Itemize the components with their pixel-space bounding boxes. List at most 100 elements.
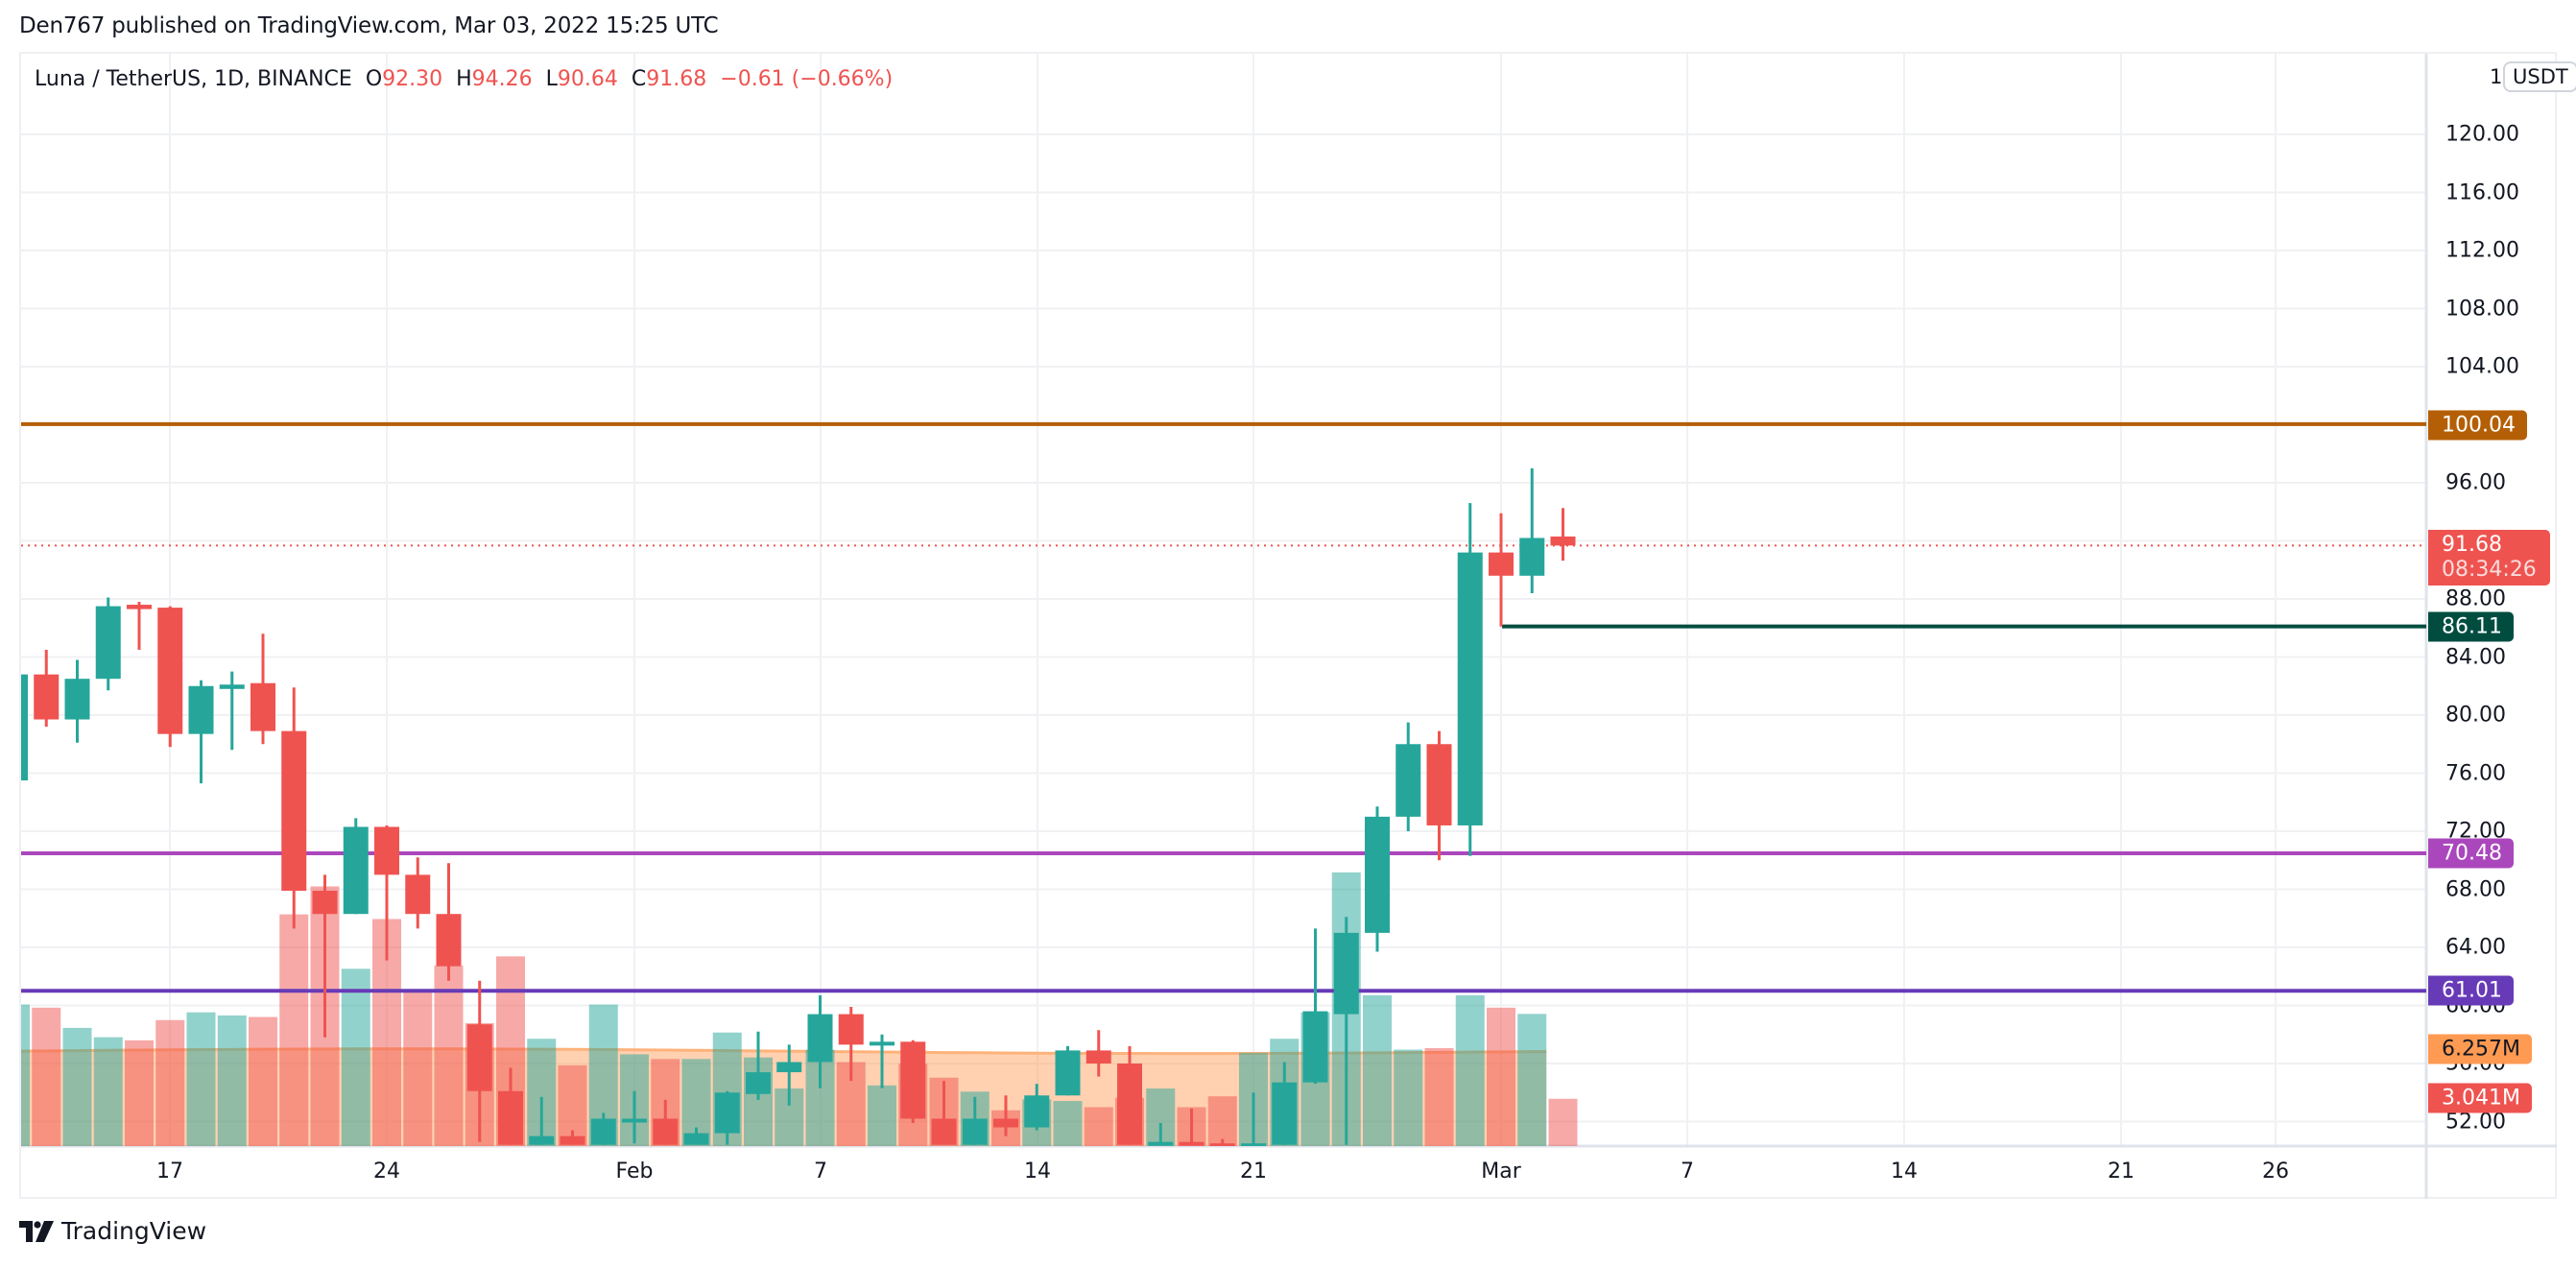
candle: [188, 685, 214, 734]
price-tick: 64.00: [2445, 935, 2506, 960]
price-tick: 80.00: [2445, 703, 2506, 728]
volume-bar: [32, 1007, 61, 1146]
candle: [374, 826, 399, 875]
volume-bar: [217, 1015, 247, 1146]
candle: [466, 1024, 492, 1091]
candle: [219, 684, 245, 689]
candle: [1302, 1011, 1328, 1083]
volume-bar: [1363, 994, 1392, 1146]
close-value: 91.68: [646, 67, 707, 91]
price-tick: 108.00: [2445, 297, 2519, 321]
level-61-tag: 61.01: [2428, 975, 2514, 1006]
volume-bar: [279, 914, 309, 1146]
candle: [1519, 538, 1545, 576]
price-tick: 88.00: [2445, 586, 2506, 611]
volume-ma-tag: 6.257M: [2428, 1034, 2532, 1064]
candle: [931, 1118, 957, 1145]
time-tick: 14: [1024, 1159, 1051, 1183]
low-value: 90.64: [557, 67, 618, 91]
open-value: 92.30: [382, 67, 443, 91]
candle: [436, 914, 462, 967]
volume-bar: [1487, 1007, 1515, 1146]
candle: [1457, 552, 1483, 825]
volume-bar: [1394, 1049, 1423, 1146]
volume-bar: [1207, 1096, 1237, 1146]
candle: [1179, 1141, 1205, 1146]
support-price-tag: 86.11: [2428, 611, 2514, 642]
price-tick: 120.00: [2445, 122, 2519, 147]
unit-prefix: 1: [2490, 65, 2503, 88]
price-tick: 104.00: [2445, 354, 2519, 379]
price-tick: 76.00: [2445, 761, 2506, 785]
publish-info: Den767 published on TradingView.com, Mar…: [19, 13, 719, 38]
candle: [312, 891, 338, 915]
volume-bar: [341, 968, 370, 1146]
candle: [622, 1118, 647, 1123]
candle: [281, 730, 307, 892]
time-tick: 7: [814, 1159, 827, 1183]
candle: [157, 608, 183, 734]
price-tick: 84.00: [2445, 645, 2506, 669]
time-tick: Feb: [615, 1159, 654, 1183]
candle: [1272, 1082, 1298, 1145]
candle: [1085, 1050, 1111, 1064]
volume-bar: [1517, 1014, 1547, 1146]
logo-text: TradingView: [61, 1217, 207, 1245]
volume-last-tag: 3.041M: [2428, 1083, 2532, 1113]
time-tick: 17: [156, 1159, 183, 1183]
candle: [127, 605, 152, 610]
candle: [405, 874, 431, 915]
candle: [870, 1041, 894, 1046]
candle: [64, 679, 90, 720]
candle: [1395, 744, 1421, 817]
candle: [21, 674, 28, 781]
candle: [1550, 536, 1576, 546]
volume-bar: [186, 1012, 216, 1146]
candle: [34, 674, 60, 720]
candle: [746, 1072, 771, 1094]
time-tick: 7: [1681, 1159, 1694, 1183]
candle: [1148, 1141, 1174, 1146]
candle: [1209, 1143, 1235, 1146]
volume-bar: [1455, 994, 1485, 1146]
price-tick: 112.00: [2445, 238, 2519, 263]
change-value: −0.61 (−0.66%): [720, 67, 894, 91]
candle: [343, 826, 369, 915]
tradingview-logo[interactable]: TradingView: [19, 1217, 206, 1245]
price-tick: 68.00: [2445, 877, 2506, 901]
candle: [1024, 1095, 1050, 1128]
volume-bar: [249, 1016, 277, 1146]
candle: [590, 1118, 616, 1145]
candle: [95, 606, 121, 680]
last-price-tag: 91.68 08:34:26: [2428, 530, 2550, 586]
candle: [807, 1014, 833, 1063]
volume-bar: [1548, 1098, 1578, 1146]
price-tick: 52.00: [2445, 1110, 2506, 1134]
volume-bar: [93, 1037, 123, 1146]
volume-bar: [868, 1085, 896, 1146]
resistance-price-tag: 100.04: [2428, 410, 2527, 441]
candle: [683, 1133, 709, 1145]
candle: [1055, 1050, 1081, 1096]
time-tick: 14: [1891, 1159, 1918, 1183]
candle: [838, 1014, 864, 1045]
candle: [714, 1092, 740, 1134]
price-tick: 116.00: [2445, 180, 2519, 204]
candle: [250, 682, 275, 731]
candle: [560, 1136, 585, 1145]
candle: [1333, 932, 1359, 1015]
level-70-tag: 70.48: [2428, 838, 2514, 869]
currency-unit-button[interactable]: USDT: [2503, 61, 2576, 92]
high-value: 94.26: [471, 67, 533, 91]
ohlc-legend: Luna / TetherUS, 1D, BINANCE O92.30 H94.26…: [35, 67, 894, 91]
symbol-title[interactable]: Luna / TetherUS, 1D, BINANCE: [35, 67, 352, 91]
candle: [1426, 744, 1452, 825]
volume-bar: [403, 991, 433, 1146]
volume-bar: [1424, 1047, 1454, 1146]
time-tick: 26: [2262, 1159, 2289, 1183]
time-tick: Mar: [1481, 1159, 1521, 1183]
candle: [1117, 1064, 1142, 1145]
candle: [529, 1136, 555, 1145]
volume-bar: [125, 1040, 154, 1146]
